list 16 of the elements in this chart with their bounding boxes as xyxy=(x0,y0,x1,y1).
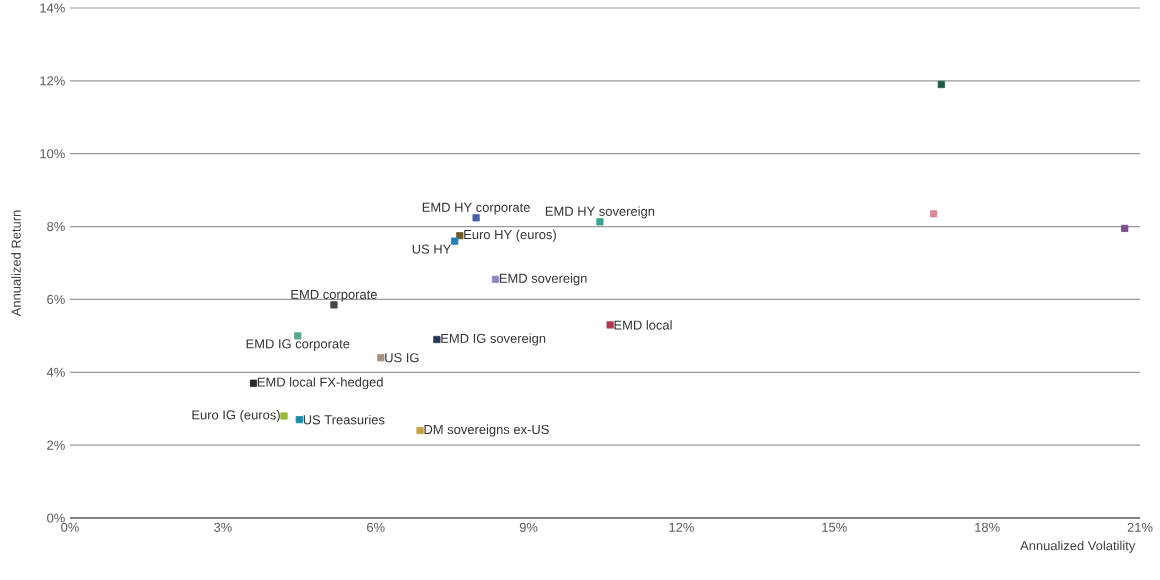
point xyxy=(491,275,500,283)
point xyxy=(433,335,441,344)
point xyxy=(930,210,938,218)
point xyxy=(606,321,614,329)
point xyxy=(596,218,604,226)
point xyxy=(295,416,303,424)
point xyxy=(937,80,945,89)
point xyxy=(1121,224,1129,232)
point xyxy=(451,237,459,245)
point xyxy=(472,214,480,222)
point xyxy=(280,412,288,420)
point xyxy=(294,332,302,340)
point xyxy=(416,426,424,435)
point xyxy=(456,232,464,240)
point xyxy=(377,354,385,362)
point xyxy=(249,379,258,387)
